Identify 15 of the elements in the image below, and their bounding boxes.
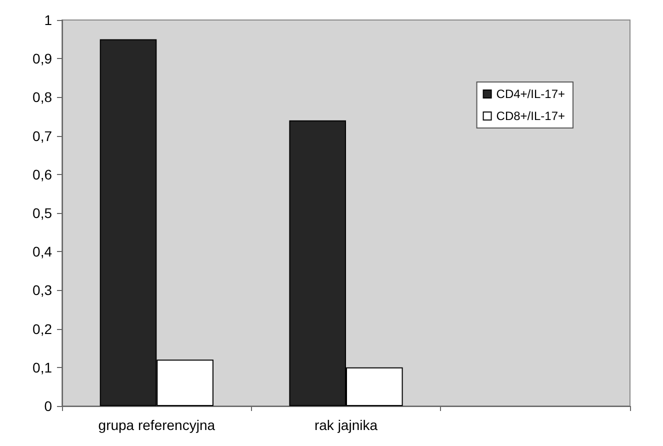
- y-tick-label: 0,3: [32, 282, 52, 298]
- y-tick-label: 0,8: [32, 89, 52, 106]
- y-tick-label: 0,5: [32, 205, 52, 221]
- y-tick-label: 0,4: [32, 244, 52, 260]
- y-tick-label: 0,7: [32, 128, 52, 144]
- legend-label: CD8+/IL-17+: [496, 109, 566, 123]
- y-tick-label: 0: [44, 398, 52, 414]
- legend-label: CD4+/IL-17+: [496, 87, 566, 101]
- x-tick-label: grupa referencyjna: [98, 417, 216, 433]
- x-tick-label: rak jajnika: [314, 417, 378, 433]
- y-tick-label: 0,2: [32, 320, 52, 337]
- y-tick-label: 0,1: [32, 359, 52, 376]
- y-tick-label: 0,9: [32, 50, 52, 67]
- y-tick-label: 1: [44, 12, 52, 28]
- y-tick-label: 0,6: [32, 166, 52, 182]
